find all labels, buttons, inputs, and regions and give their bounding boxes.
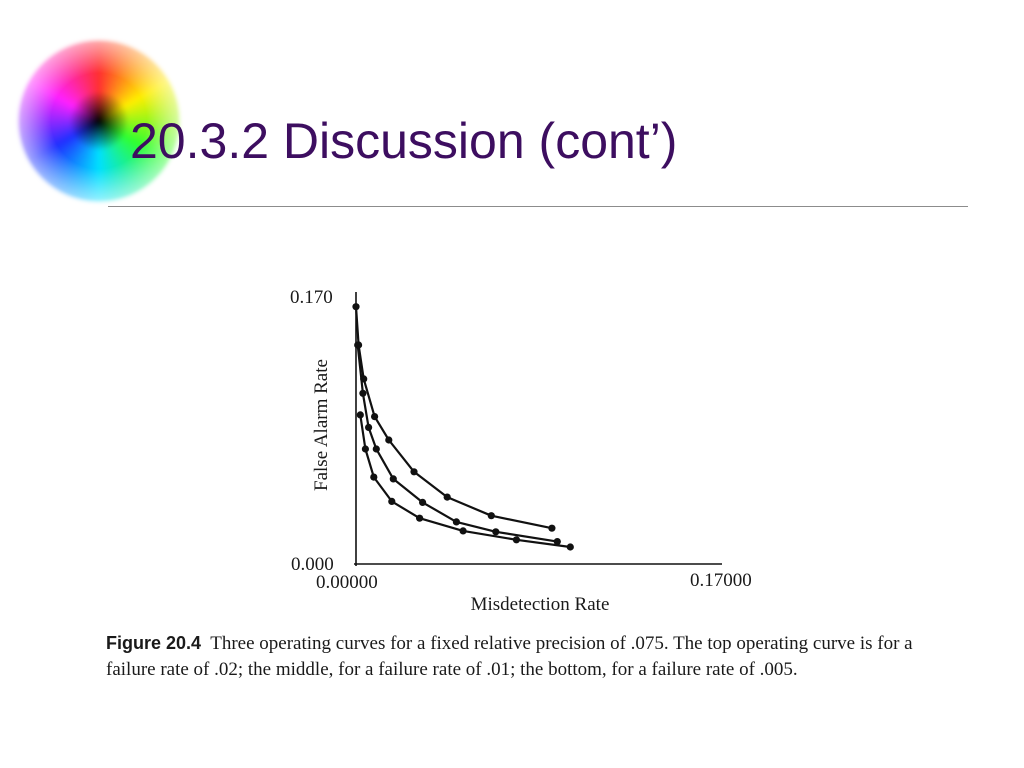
series-2-point-6 bbox=[419, 498, 427, 506]
figure-label: Figure 20.4 bbox=[106, 633, 202, 653]
series-line-3 bbox=[359, 414, 571, 549]
series-2-point-2 bbox=[359, 389, 367, 397]
series-2-point-1 bbox=[354, 341, 362, 349]
series-2-point-5 bbox=[389, 475, 397, 483]
x-tick-label-min: 0.00000 bbox=[316, 572, 378, 593]
series-3-point-6 bbox=[459, 527, 467, 535]
y-tick-label-min: 0.000 bbox=[291, 554, 334, 575]
series-line-1 bbox=[354, 306, 553, 530]
chart-axes bbox=[354, 292, 722, 566]
series-3-point-1 bbox=[356, 411, 364, 419]
title-divider bbox=[108, 206, 968, 207]
series-1-point-5 bbox=[385, 436, 393, 444]
series-1-point-1 bbox=[352, 303, 360, 311]
series-3-point-7 bbox=[512, 536, 521, 544]
series-3-point-3 bbox=[370, 473, 378, 481]
y-axis-label: False Alarm Rate bbox=[311, 359, 332, 491]
x-tick-label-max: 0.17000 bbox=[690, 570, 752, 591]
series-3-point-4 bbox=[388, 497, 396, 505]
series-1-point-4 bbox=[371, 413, 379, 421]
series-1-point-7 bbox=[443, 493, 451, 501]
x-axis-label: Misdetection Rate bbox=[471, 594, 610, 615]
series-2-point-4 bbox=[372, 445, 380, 453]
series-1-point-9 bbox=[548, 524, 556, 532]
series-2-point-3 bbox=[365, 423, 373, 431]
series-3-point-8 bbox=[566, 543, 574, 551]
chart-series-layer bbox=[352, 303, 574, 551]
series-2-point-7 bbox=[452, 518, 460, 526]
slide-title: 20.3.2 Discussion (cont’) bbox=[130, 113, 678, 169]
series-1-point-8 bbox=[487, 512, 495, 520]
figure-caption-text: Three operating curves for a fixed relat… bbox=[106, 633, 913, 680]
series-3-point-5 bbox=[416, 514, 424, 522]
series-2-point-8 bbox=[492, 528, 500, 536]
chart-labels: 0.170 0.0000.00000 0.17000 Misdetection Rat… bbox=[290, 287, 752, 615]
figure-caption: Figure 20.4 Three operating curves for a… bbox=[106, 630, 916, 683]
y-tick-label-max: 0.170 bbox=[290, 287, 333, 308]
series-2-point-9 bbox=[553, 538, 561, 546]
orb-fade-overlay bbox=[10, 32, 188, 210]
series-3-point-2 bbox=[361, 445, 369, 453]
series-1-point-6 bbox=[410, 468, 418, 476]
